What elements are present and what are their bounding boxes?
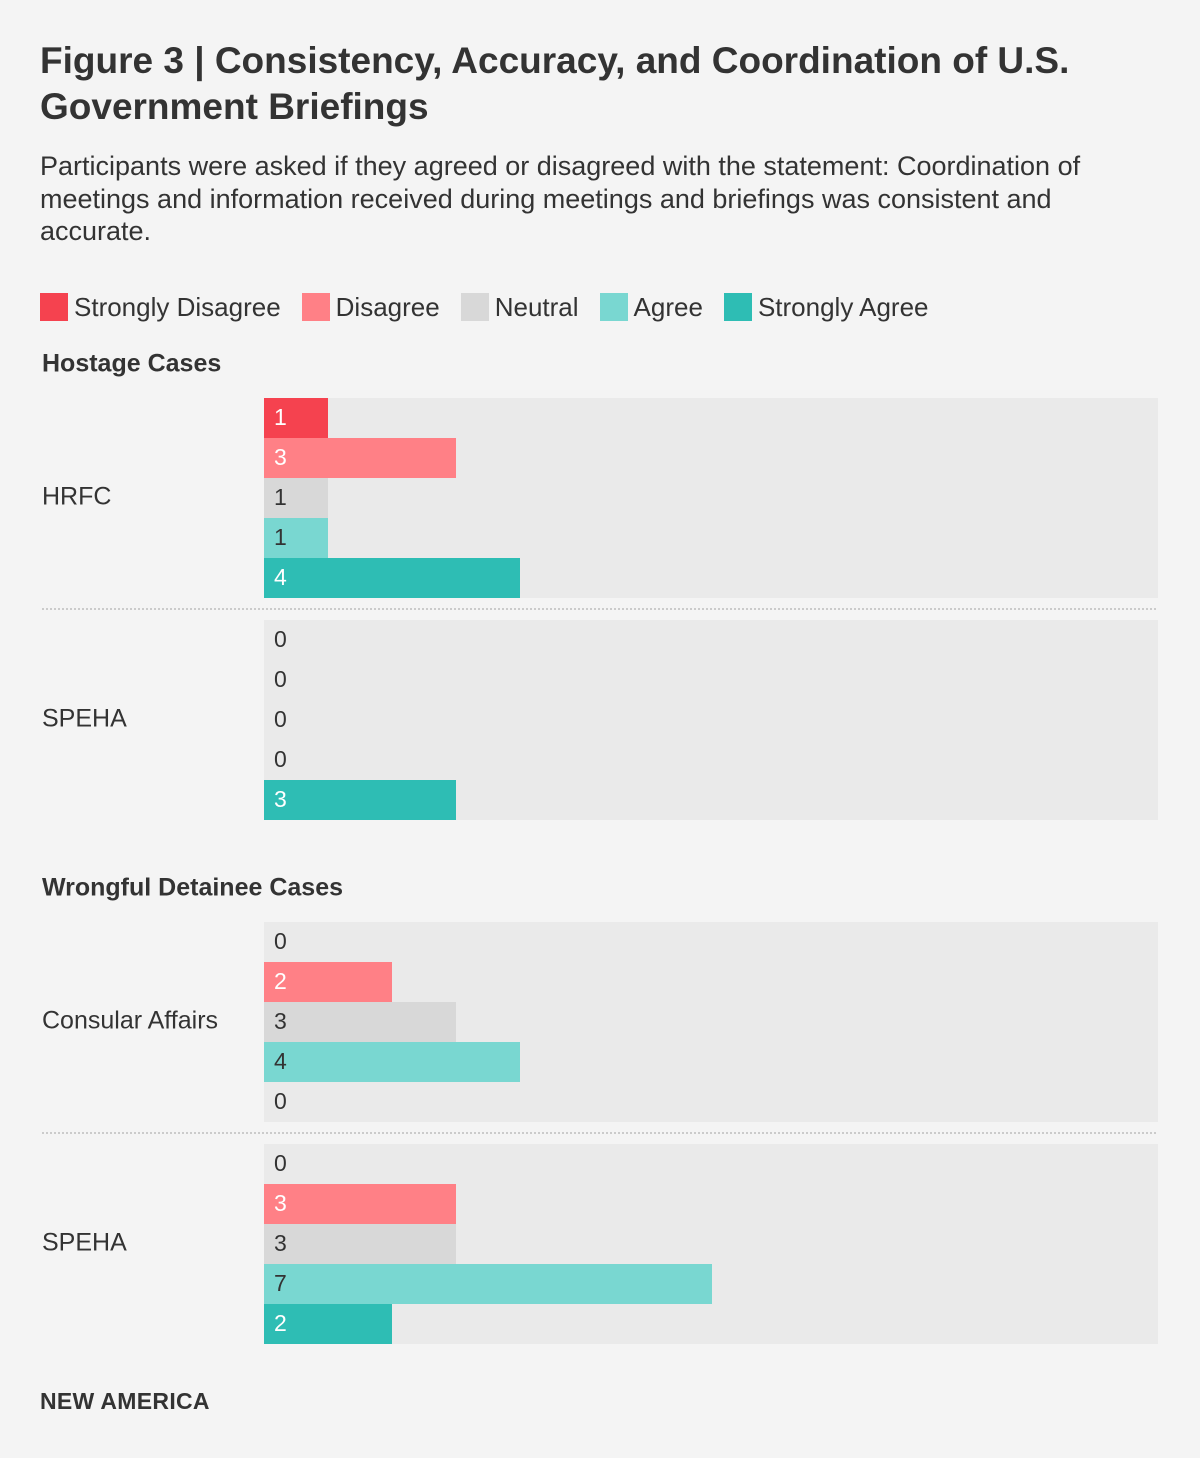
chart-subtitle: Participants were asked if they agreed o… (40, 151, 1081, 246)
category-label-hrfc: HRFC (42, 483, 111, 511)
data-label: 3 (274, 444, 287, 470)
legend-item-strongly-agree: Strongly Agree (723, 291, 929, 323)
bar-agree (264, 1042, 520, 1082)
bar-disagree (264, 1184, 456, 1224)
legend-item-neutral: Neutral (460, 291, 579, 323)
data-label: 3 (274, 786, 287, 812)
chart-title: Figure 3 | Consistency, Accuracy, and Co… (40, 40, 1070, 127)
bar-strongly-agree (264, 558, 520, 598)
data-label: 0 (274, 928, 287, 954)
data-label: 0 (274, 1088, 287, 1114)
data-label: 4 (274, 564, 287, 590)
data-label: 3 (274, 1230, 287, 1256)
bar-disagree (264, 962, 392, 1002)
data-label: 3 (274, 1008, 287, 1034)
legend-item-strongly-disagree: Strongly Disagree (40, 292, 281, 323)
chart-legend: Strongly Disagree Disagree Neutral Agree… (40, 290, 950, 324)
bar-neutral (264, 1002, 456, 1042)
group-title-hostage-cases: Hostage Cases (42, 350, 221, 378)
legend-label: Agree (633, 291, 703, 322)
group-title-wrongful-detainee-cases: Wrongful Detainee Cases (42, 874, 343, 902)
data-label: 1 (274, 524, 287, 550)
data-label: 1 (274, 404, 287, 430)
data-label: 4 (274, 1048, 287, 1074)
legend-swatch (301, 293, 330, 321)
data-label: 0 (274, 746, 287, 772)
data-label: 3 (274, 1190, 287, 1216)
bar-agree (264, 1264, 712, 1304)
legend-label: Neutral (494, 291, 579, 322)
legend-label: Strongly Agree (757, 291, 929, 322)
legend-swatch (40, 293, 68, 321)
data-label: 0 (274, 706, 287, 732)
legend-item-agree: Agree (599, 291, 703, 323)
bar-agree (264, 518, 328, 558)
legend-label: Disagree (335, 291, 440, 322)
legend-item-disagree: Disagree (301, 291, 440, 323)
bar-strongly-agree (264, 1304, 392, 1344)
data-label: 0 (274, 1150, 287, 1176)
bar-neutral (264, 1224, 456, 1264)
category-label-speha: SPEHA (42, 1229, 127, 1257)
legend-swatch (723, 293, 752, 321)
brand-footer: NEW AMERICA (40, 1388, 210, 1414)
bar-strongly-agree (264, 780, 456, 820)
data-label: 0 (274, 666, 287, 692)
legend-label: Strongly Disagree (74, 291, 281, 322)
bar-strongly-disagree (264, 398, 328, 438)
category-label-consular-affairs: Consular Affairs (42, 1007, 218, 1035)
legend-swatch (599, 293, 628, 321)
data-label: 7 (274, 1270, 287, 1296)
bar-disagree (264, 438, 456, 478)
category-label-speha: SPEHA (42, 705, 127, 733)
data-label: 2 (274, 968, 287, 994)
data-label: 0 (274, 626, 287, 652)
data-label: 2 (274, 1310, 287, 1336)
legend-swatch (460, 293, 489, 321)
bar-neutral (264, 478, 328, 518)
data-label: 1 (274, 484, 287, 510)
